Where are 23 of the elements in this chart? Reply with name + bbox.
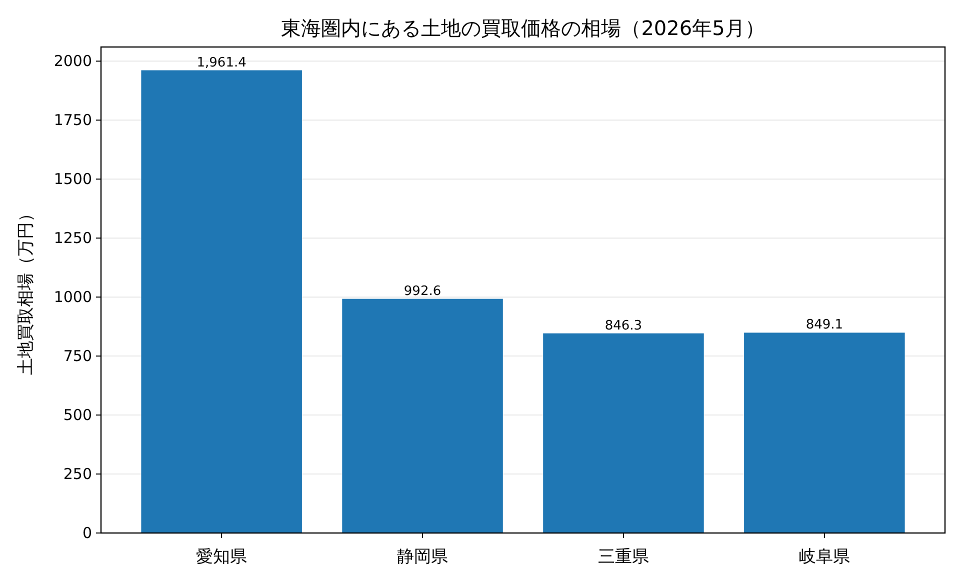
x-tick-label: 三重県 (598, 547, 649, 567)
bar (141, 70, 302, 533)
data-label: 849.1 (806, 318, 844, 333)
bar (342, 298, 503, 533)
y-tick-label: 0 (82, 524, 92, 542)
chart-title: 東海圏内にある土地の買取価格の相場（2026年5月） (281, 16, 765, 40)
bar (543, 333, 704, 533)
y-tick-label: 2000 (54, 52, 92, 70)
data-label: 1,961.4 (196, 55, 246, 70)
y-tick-label: 250 (63, 465, 92, 484)
data-label: 846.3 (604, 318, 642, 334)
x-tick-label: 愛知県 (196, 547, 248, 567)
y-tick-label: 500 (63, 406, 92, 424)
y-tick-label: 1500 (54, 170, 92, 188)
x-tick-label: 岐阜県 (798, 547, 850, 567)
y-tick-label: 1250 (54, 229, 92, 248)
data-label: 992.6 (404, 284, 442, 299)
bar (744, 332, 905, 533)
y-tick-label: 750 (63, 347, 92, 366)
y-tick-label: 1750 (54, 111, 92, 130)
y-tick-label: 1000 (54, 288, 92, 306)
x-tick-label: 静岡県 (397, 547, 448, 567)
y-axis-title: 土地買取相場（万円） (16, 205, 36, 375)
